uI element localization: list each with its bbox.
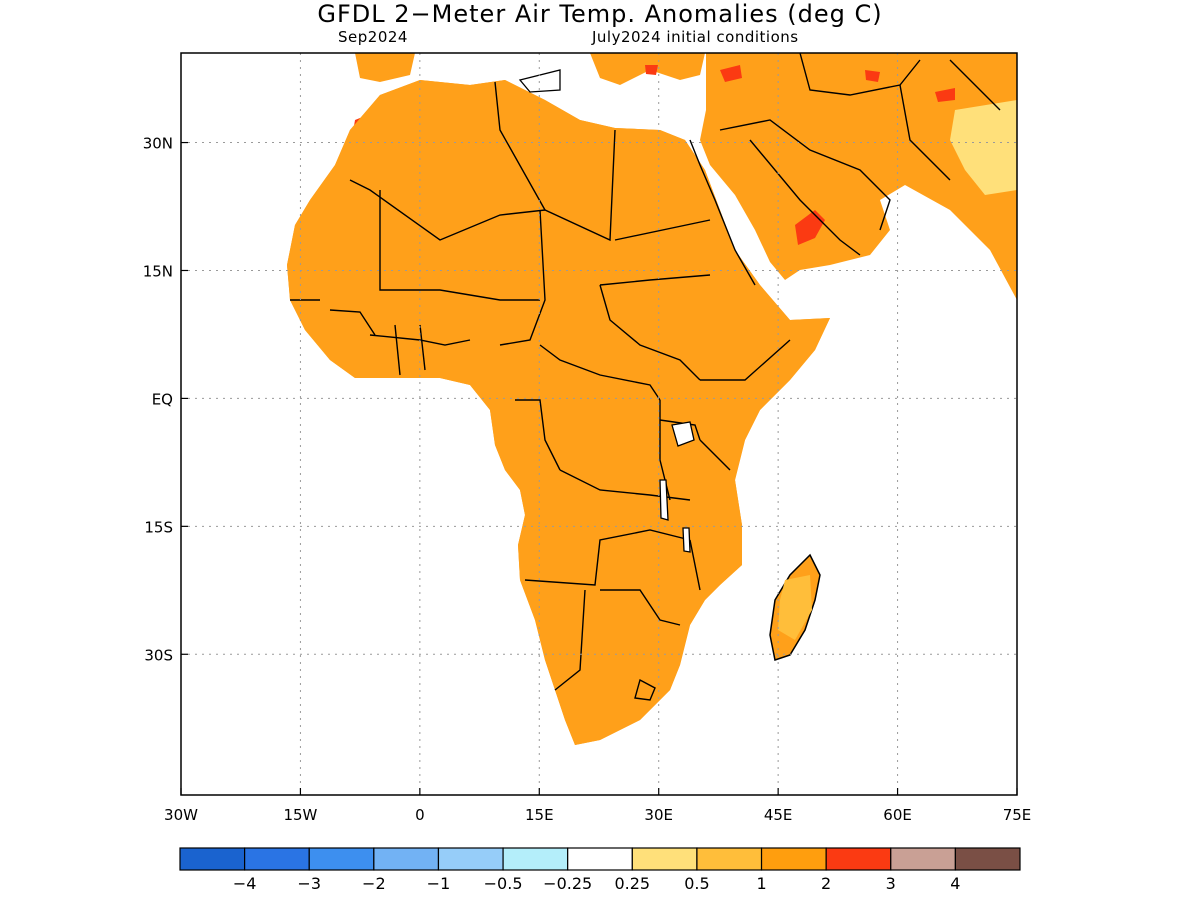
colorbar-label: −2: [362, 874, 386, 893]
lakes: [518, 69, 695, 553]
x-tick-label: 15W: [283, 806, 317, 824]
colorbar-swatch: [502, 847, 569, 871]
map-content: [181, 53, 1017, 795]
colorbar-label: −4: [233, 874, 257, 893]
map-frame: [180, 52, 1018, 796]
colorbar-label: −1: [427, 874, 451, 893]
grid-lines: [181, 53, 1017, 795]
colorbar-swatch: [373, 847, 440, 871]
colorbar-label: 2: [821, 874, 831, 893]
colorbar-label: −0.25: [543, 874, 592, 893]
colorbar-label: −0.5: [484, 874, 523, 893]
y-tick-label: EQ: [152, 390, 173, 408]
colorbar-label: 3: [886, 874, 896, 893]
y-tick-label: 15N: [143, 262, 173, 280]
x-tick-label: 30W: [164, 806, 198, 824]
colorbar-swatch: [631, 847, 698, 871]
valid-month-label: Sep2024: [338, 28, 408, 46]
colorbar-label: 0.25: [614, 874, 650, 893]
colorbar-swatch: [179, 847, 246, 871]
colorbar-swatch: [825, 847, 892, 871]
colorbar-swatch: [954, 847, 1021, 871]
initial-conditions-label: July2024 initial conditions: [592, 28, 799, 46]
colorbar: [179, 847, 1021, 871]
x-tick-label: 0: [415, 806, 425, 824]
colorbar-swatch: [244, 847, 310, 871]
x-tick-label: 30E: [644, 806, 673, 824]
x-tick-label: 45E: [764, 806, 793, 824]
y-tick-label: 30S: [144, 646, 173, 664]
x-tick-label: 60E: [883, 806, 912, 824]
colorbar-label: 1: [756, 874, 766, 893]
colorbar-label: 4: [950, 874, 960, 893]
colorbar-label: −3: [297, 874, 321, 893]
x-tick-label: 75E: [1003, 806, 1032, 824]
colorbar-labels: −4 −3 −2 −1 −0.5 −0.25 0.25 0.5 1 2 3 4: [233, 874, 961, 893]
colorbar-swatch: [308, 847, 375, 871]
southern-europe-land: [355, 53, 415, 82]
colorbar-swatch: [890, 847, 956, 871]
colorbar-swatch: [696, 847, 763, 871]
y-tick-label: 30N: [143, 135, 173, 153]
axis-ticks: [180, 141, 1018, 795]
map-title: GFDL 2−Meter Air Temp. Anomalies (deg C): [317, 0, 883, 28]
middle-east-land: [700, 53, 1017, 300]
x-tick-label: 15E: [525, 806, 554, 824]
y-tick-label: 15S: [144, 518, 173, 536]
colorbar-label: 0.5: [684, 874, 709, 893]
country-borders: [286, 53, 1001, 746]
axis-tick-labels: 30W 15W 0 15E 30E 45E 60E 75E 30N 15N EQ 15S 30S: [143, 135, 1032, 824]
colorbar-swatch: [437, 847, 504, 871]
colorbar-swatch: [567, 847, 633, 871]
colorbar-swatch: [760, 847, 827, 871]
